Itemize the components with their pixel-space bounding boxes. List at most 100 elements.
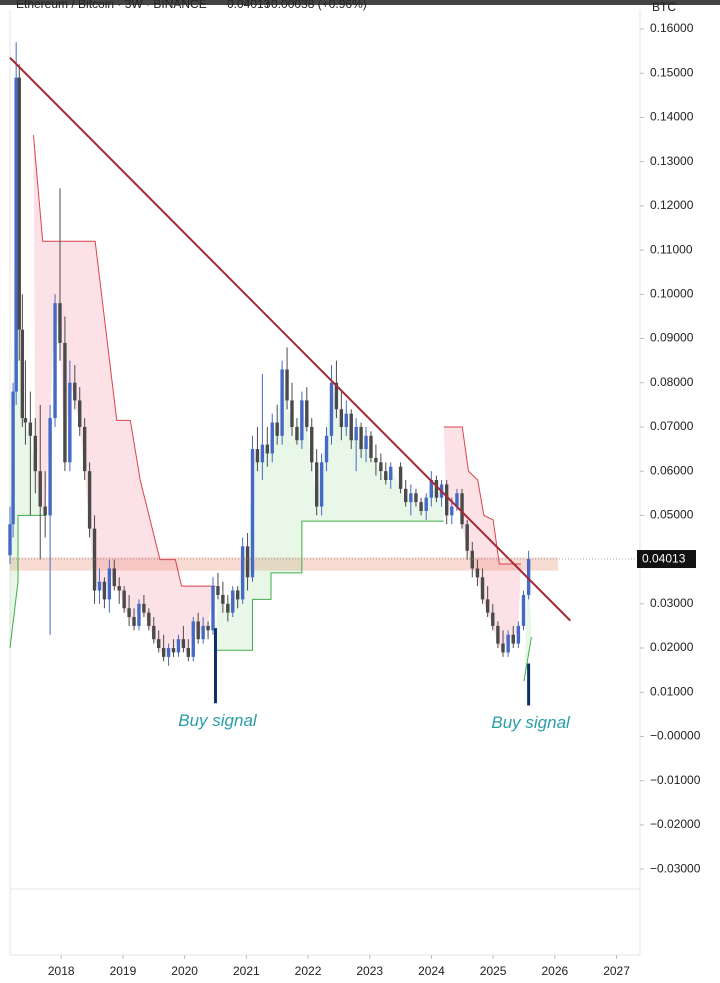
candle-body [270,422,274,454]
candle-body [491,612,495,626]
y-tick-label: 0.01000 [650,684,694,698]
candle-body [235,590,240,600]
candle-body [359,426,363,450]
candle-body [344,413,348,427]
candle-body [221,594,225,604]
candle-body [82,426,87,472]
candle-body [369,435,373,458]
candle-body [122,590,126,609]
candle-body [324,435,329,463]
x-tick-label: 2025 [480,964,507,978]
band-fill [443,426,521,653]
x-tick-label: 2022 [295,964,322,978]
candle-body [206,625,210,631]
candle-body [14,77,18,392]
y-tick-label: 0.10000 [650,286,694,300]
candle-body [171,648,176,653]
candle-body [374,457,378,463]
change-text: +0.00038 (+0.96%) [264,0,367,11]
candle-body [161,648,166,657]
candle-body [444,484,449,516]
candle-body [186,648,191,657]
candle-body [117,586,121,591]
y-tick-label: 0.15000 [650,65,694,79]
candle-body [8,524,12,556]
candle-body [157,639,161,649]
candle-body [409,493,413,503]
x-tick-label: 2021 [233,964,260,978]
candle-body [250,449,255,578]
candle-body [460,493,464,525]
candle-body [465,524,469,551]
y-unit: BTC [652,0,676,14]
candle-body [201,625,205,640]
candle-body [295,426,299,441]
candle-body [11,391,15,525]
candle-body [38,471,42,507]
x-tick-label: 2018 [48,964,75,978]
candle-body [516,625,521,644]
price-text: 0.04013 [227,0,271,11]
candle-body [68,382,72,463]
y-tick-label: 0.03000 [650,596,694,610]
candle-body [63,342,67,463]
candle-body [147,612,151,626]
candle-body [78,400,82,427]
candle-body [404,488,408,503]
candle-body [379,462,383,472]
candle-body [496,625,500,644]
candle-body [176,639,181,653]
candle-body [181,639,186,649]
candle-body [20,329,25,419]
candle-body [480,577,485,600]
candle-body [398,466,403,489]
candle-body [211,586,215,631]
candle-body [280,369,284,436]
candle-body [485,599,490,613]
candle-body [305,400,309,427]
candle-body [132,617,136,626]
candle-body [73,382,77,401]
candle-body [364,435,368,450]
candle-body [424,497,428,511]
candle-body [226,603,230,613]
candle-body [33,435,37,472]
y-tick-label: 0.02000 [650,640,694,654]
candle-body [191,621,195,657]
y-tick-label: 0.11000 [650,242,693,256]
band-line [32,135,216,587]
candle-body [455,493,459,507]
candle-body [434,480,439,498]
band-line [215,520,444,651]
candle-body [300,400,304,441]
candle-body [314,462,319,507]
candle-body [419,502,423,511]
candle-body [310,426,314,463]
y-tick-label: −0.01000 [650,773,701,787]
candle-body [450,506,454,516]
y-tick-label: 0.14000 [650,110,694,124]
signal-label: Buy signal [178,711,258,730]
candle-body [142,603,146,613]
candle-body [414,493,418,503]
candle-body [152,625,156,640]
band-fill [10,77,46,649]
chart-title: Ethereum / Bitcoin · 3W · BINANCE [16,0,207,11]
candle-body [48,418,52,516]
candle-body [384,471,388,481]
y-tick-label: 0.12000 [650,198,694,212]
candle-body [429,480,434,498]
last-price-label: 0.04013 [642,552,686,566]
candle-body [329,382,334,436]
candle-body [17,77,21,330]
candle-body [255,449,260,463]
y-tick-label: 0.16000 [650,21,694,35]
candle-body [23,418,28,423]
band-line [443,426,521,565]
band-line [9,514,46,649]
top-bar [0,0,720,5]
x-tick-label: 2020 [171,964,198,978]
candle-body [526,559,531,595]
